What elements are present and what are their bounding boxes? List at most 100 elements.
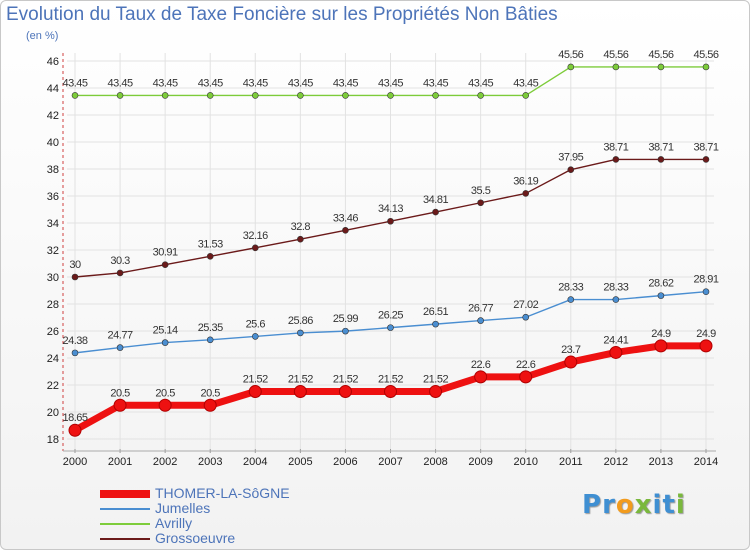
data-point bbox=[297, 329, 304, 337]
data-point bbox=[342, 327, 349, 335]
data-point bbox=[71, 92, 79, 99]
x-tick-label: 2013 bbox=[649, 456, 673, 468]
data-label: 34.13 bbox=[378, 203, 403, 215]
data-point bbox=[654, 339, 668, 353]
x-tick-label: 2001 bbox=[108, 456, 132, 468]
data-point bbox=[567, 296, 575, 303]
data-label: 21.52 bbox=[333, 373, 358, 385]
data-point bbox=[342, 92, 349, 99]
data-label: 26.25 bbox=[378, 310, 403, 322]
data-point bbox=[71, 349, 79, 357]
data-label: 30.3 bbox=[110, 255, 130, 267]
data-point bbox=[609, 345, 623, 359]
data-point bbox=[161, 339, 169, 346]
x-tick-label: 2012 bbox=[604, 456, 628, 468]
legend-swatch-thomer bbox=[100, 490, 150, 498]
y-tick-label: 30 bbox=[47, 272, 59, 284]
data-label: 45.56 bbox=[603, 49, 628, 61]
data-label: 35.5 bbox=[471, 185, 491, 197]
data-label: 25.99 bbox=[333, 313, 358, 325]
data-label: 27.02 bbox=[513, 299, 538, 311]
data-label: 21.52 bbox=[378, 373, 403, 385]
x-tick-label: 2010 bbox=[513, 456, 537, 468]
legend-swatch-avrilly bbox=[100, 523, 150, 525]
data-point bbox=[387, 217, 394, 225]
data-point bbox=[702, 156, 710, 163]
data-label: 28.33 bbox=[558, 282, 583, 294]
data-point bbox=[657, 156, 665, 163]
data-point bbox=[477, 317, 484, 324]
data-label: 43.45 bbox=[288, 77, 313, 89]
data-label: 38.71 bbox=[648, 141, 673, 153]
data-point bbox=[702, 63, 710, 71]
y-tick-label: 22 bbox=[47, 380, 59, 392]
x-tick-label: 2006 bbox=[333, 456, 357, 468]
data-label: 38.71 bbox=[603, 141, 628, 153]
data-point bbox=[522, 190, 530, 197]
data-label: 45.56 bbox=[648, 49, 673, 61]
y-tick-label: 18 bbox=[47, 434, 59, 446]
data-label: 31.53 bbox=[198, 238, 223, 250]
data-point bbox=[342, 226, 349, 234]
data-label: 43.45 bbox=[423, 77, 448, 89]
y-tick-label: 34 bbox=[47, 218, 59, 230]
data-point bbox=[657, 63, 665, 71]
data-label: 37.95 bbox=[558, 152, 583, 164]
data-point bbox=[564, 355, 578, 369]
data-label: 28.91 bbox=[693, 274, 718, 286]
series-group bbox=[68, 63, 713, 437]
logo-letter: x bbox=[634, 490, 653, 520]
data-label: 24.9 bbox=[696, 328, 716, 340]
data-label: 38.71 bbox=[693, 141, 718, 153]
data-point bbox=[158, 398, 172, 412]
data-label: 24.38 bbox=[62, 335, 87, 347]
x-tick-label: 2009 bbox=[468, 456, 492, 468]
data-label: 45.56 bbox=[558, 49, 583, 61]
data-label: 26.77 bbox=[468, 303, 493, 315]
data-point bbox=[474, 370, 488, 384]
data-label: 18.65 bbox=[62, 412, 87, 424]
data-point bbox=[116, 344, 124, 351]
data-label: 43.45 bbox=[513, 77, 538, 89]
data-point bbox=[432, 208, 439, 216]
data-point bbox=[387, 92, 394, 99]
x-tick-label: 2008 bbox=[423, 456, 447, 468]
y-tick-label: 42 bbox=[47, 110, 59, 122]
y-tick-label: 26 bbox=[47, 326, 59, 338]
proxiti-logo: Proxiti bbox=[582, 490, 686, 520]
data-label: 21.52 bbox=[288, 373, 313, 385]
x-tick-label: 2002 bbox=[153, 456, 177, 468]
data-label: 43.45 bbox=[468, 77, 493, 89]
data-point bbox=[251, 333, 259, 340]
data-point bbox=[432, 320, 439, 328]
data-point bbox=[203, 398, 217, 412]
data-label: 34.81 bbox=[423, 194, 448, 206]
data-point bbox=[293, 384, 307, 398]
data-point bbox=[206, 336, 214, 344]
y-tick-label: 46 bbox=[47, 56, 59, 68]
y-tick-label: 28 bbox=[47, 299, 59, 311]
legend-swatch-grossoeuvre bbox=[100, 538, 150, 540]
data-point bbox=[71, 273, 79, 281]
data-point bbox=[248, 384, 262, 398]
data-point bbox=[477, 199, 484, 207]
data-point bbox=[612, 156, 620, 163]
chart-title: Evolution du Taux de Taxe Foncière sur l… bbox=[6, 4, 558, 25]
data-label: 30.91 bbox=[153, 247, 178, 259]
x-tick-label: 2005 bbox=[288, 456, 312, 468]
data-label: 24.77 bbox=[108, 330, 133, 342]
data-label: 25.86 bbox=[288, 315, 313, 327]
data-label: 21.52 bbox=[243, 373, 268, 385]
logo-letter: i bbox=[652, 490, 663, 520]
legend-label-grossoeuvre: Grossoeuvre bbox=[155, 530, 236, 546]
data-label: 21.52 bbox=[423, 373, 448, 385]
data-label: 25.6 bbox=[246, 318, 266, 330]
data-point bbox=[477, 92, 484, 99]
data-point bbox=[567, 63, 575, 71]
x-tick-label: 2004 bbox=[243, 456, 267, 468]
data-label: 24.41 bbox=[603, 334, 628, 346]
data-label: 43.45 bbox=[333, 77, 358, 89]
data-point bbox=[206, 92, 214, 99]
y-tick-label: 32 bbox=[47, 245, 59, 257]
data-labels: 43.45 43.45 43.45 43.45 43.45 43.45 43.45 43.45… bbox=[62, 49, 719, 424]
